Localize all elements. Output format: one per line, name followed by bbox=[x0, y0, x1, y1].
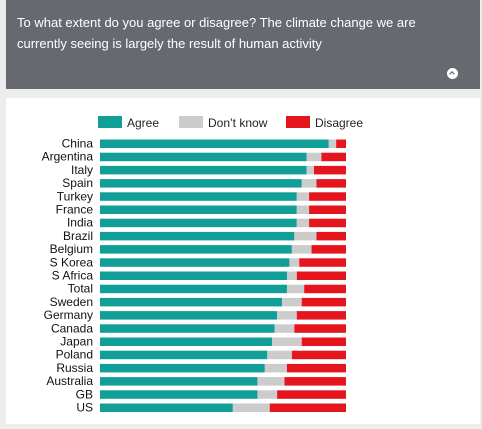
bar-germany-agree bbox=[100, 311, 278, 320]
bar-argentina-don-t-know bbox=[306, 152, 322, 162]
bar-total-agree bbox=[100, 284, 287, 294]
category-label-turkey: Turkey bbox=[57, 189, 93, 203]
legend-label-don-t-know: Don’t know bbox=[208, 116, 268, 130]
bar-sweden-disagree bbox=[301, 297, 346, 307]
bar-argentina-agree bbox=[100, 152, 307, 162]
bar-belgium-agree bbox=[100, 245, 292, 254]
bar-spain-don-t-know bbox=[301, 179, 317, 188]
bar-germany-disagree bbox=[296, 311, 346, 320]
bar-australia-disagree bbox=[284, 377, 346, 386]
category-label-us: US bbox=[76, 401, 93, 415]
bar-us-don-t-know bbox=[232, 403, 270, 412]
category-label-germany: Germany bbox=[44, 308, 93, 322]
bar-india-disagree bbox=[309, 218, 346, 228]
category-labels: ChinaArgentinaItalySpainTurkeyFranceIndi… bbox=[42, 137, 94, 415]
bar-italy-disagree bbox=[314, 165, 346, 175]
bar-russia-don-t-know bbox=[264, 363, 287, 373]
bar-australia-don-t-know bbox=[257, 377, 285, 386]
bar-canada-disagree bbox=[294, 324, 346, 333]
bar-india-agree bbox=[100, 218, 297, 228]
bar-poland-agree bbox=[100, 350, 268, 360]
chart-panel: Agree Don’t know Disagree China Argentina It… bbox=[6, 98, 480, 424]
bar-poland-disagree bbox=[291, 350, 346, 360]
question-header: To what extent do you agree or disagree?… bbox=[6, 0, 480, 89]
category-label-australia: Australia bbox=[46, 374, 93, 388]
bar-gb-disagree bbox=[277, 390, 346, 399]
bar-s-africa-disagree bbox=[296, 271, 346, 280]
bar-total-don-t-know bbox=[286, 284, 305, 294]
stacked-bar-chart: Agree Don’t know Disagree ChinaArgentinaIt… bbox=[42, 116, 363, 415]
bar-turkey-disagree bbox=[309, 192, 346, 201]
bar-s-korea-agree bbox=[100, 258, 290, 267]
bar-belgium-disagree bbox=[311, 245, 346, 254]
bar-argentina-disagree bbox=[321, 152, 346, 162]
bar-canada-agree bbox=[100, 324, 275, 333]
category-label-china: China bbox=[62, 137, 94, 151]
bar-france-disagree bbox=[309, 205, 346, 214]
bar-japan-agree bbox=[100, 337, 273, 346]
legend-swatch-don-t-know bbox=[179, 116, 203, 128]
bar-us-disagree bbox=[269, 403, 346, 412]
bar-sweden-agree bbox=[100, 297, 283, 307]
bar-italy-agree bbox=[100, 165, 307, 175]
category-label-sweden: Sweden bbox=[50, 295, 93, 309]
category-label-india: India bbox=[67, 216, 93, 230]
bar-gb-agree bbox=[100, 390, 258, 399]
category-label-poland: Poland bbox=[56, 348, 93, 362]
bar-brazil-don-t-know bbox=[294, 231, 317, 241]
category-label-total: Total bbox=[68, 282, 93, 296]
bars bbox=[100, 139, 346, 412]
category-label-argentina: Argentina bbox=[42, 150, 94, 164]
bar-spain-disagree bbox=[316, 179, 346, 188]
bar-poland-don-t-know bbox=[267, 350, 292, 360]
bar-russia-disagree bbox=[286, 363, 346, 373]
bar-japan-disagree bbox=[301, 337, 346, 346]
category-label-gb: GB bbox=[76, 387, 93, 401]
bar-brazil-disagree bbox=[316, 231, 346, 241]
category-label-spain: Spain bbox=[62, 176, 93, 190]
legend-label-disagree: Disagree bbox=[315, 116, 363, 130]
category-label-s-africa: S Africa bbox=[52, 269, 94, 283]
bar-china-agree bbox=[100, 139, 329, 148]
bar-sweden-don-t-know bbox=[282, 297, 302, 307]
legend-swatch-agree bbox=[98, 116, 122, 128]
bar-japan-don-t-know bbox=[272, 337, 302, 346]
category-label-canada: Canada bbox=[51, 321, 93, 335]
category-label-russia: Russia bbox=[56, 361, 93, 375]
bar-us-agree bbox=[100, 403, 233, 412]
chart-legend: Agree Don’t know Disagree bbox=[98, 116, 363, 130]
bar-brazil-agree bbox=[100, 231, 295, 241]
legend-swatch-disagree bbox=[286, 116, 310, 128]
bar-spain-agree bbox=[100, 179, 302, 188]
category-label-italy: Italy bbox=[71, 163, 93, 177]
category-label-s-korea: S Korea bbox=[50, 255, 94, 269]
bar-australia-agree bbox=[100, 377, 258, 386]
category-label-brazil: Brazil bbox=[63, 229, 93, 243]
bar-germany-don-t-know bbox=[277, 311, 297, 320]
bar-china-disagree bbox=[336, 139, 346, 148]
bar-s-korea-don-t-know bbox=[289, 258, 300, 267]
bar-france-don-t-know bbox=[296, 205, 310, 214]
bar-gb-don-t-know bbox=[257, 390, 278, 399]
bar-turkey-don-t-know bbox=[296, 192, 310, 201]
bar-canada-don-t-know bbox=[274, 324, 295, 333]
chevron-up-icon[interactable] bbox=[447, 68, 458, 79]
question-text: To what extent do you agree or disagree?… bbox=[17, 15, 416, 51]
bar-italy-don-t-know bbox=[306, 165, 315, 175]
category-label-japan: Japan bbox=[60, 335, 93, 349]
category-label-france: France bbox=[56, 203, 94, 217]
bar-total-disagree bbox=[304, 284, 346, 294]
category-label-belgium: Belgium bbox=[50, 242, 93, 256]
bar-belgium-don-t-know bbox=[291, 245, 312, 254]
bar-france-agree bbox=[100, 205, 297, 214]
bar-s-korea-disagree bbox=[299, 258, 346, 267]
legend-label-agree: Agree bbox=[127, 116, 159, 130]
bar-turkey-agree bbox=[100, 192, 297, 201]
bar-russia-agree bbox=[100, 363, 265, 373]
bar-s-africa-agree bbox=[100, 271, 287, 280]
bar-india-don-t-know bbox=[296, 218, 310, 228]
bar-s-africa-don-t-know bbox=[286, 271, 297, 280]
bar-china-don-t-know bbox=[328, 139, 337, 148]
